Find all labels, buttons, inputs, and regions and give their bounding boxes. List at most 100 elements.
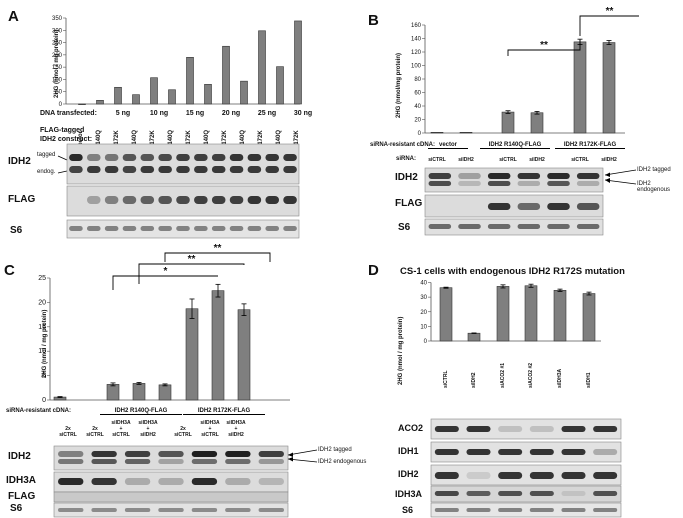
band-1: [91, 451, 117, 457]
band-8: [211, 196, 226, 204]
band-1: [466, 426, 491, 432]
lane-label-2: siIDH3A + siCTRL: [111, 420, 131, 438]
panel-a-blot-idh2: [66, 143, 300, 185]
band-4: [140, 196, 155, 204]
y-tick-label: 60: [414, 91, 421, 97]
band-7: [194, 196, 208, 204]
band2-5: [225, 459, 251, 464]
lane-label-5: siIDH2: [601, 157, 617, 163]
bar-0: [439, 287, 453, 342]
y-tick-label: 15: [38, 324, 46, 331]
lane-label-3: siIDH3A + siIDH2: [138, 420, 158, 438]
panel-d-blot-idh2: [430, 464, 622, 486]
blot-background: [430, 485, 622, 503]
band-11: [265, 226, 280, 231]
panel-c-blot-flag: [53, 491, 289, 503]
panel-c-ylabel: 2HG (nmol / mg protein): [42, 309, 48, 378]
band-1: [466, 472, 491, 479]
panel-b-blot-label-idh2: IDH2: [395, 172, 418, 183]
band-4: [561, 472, 586, 479]
band2-2: [124, 459, 151, 464]
band-6: [176, 226, 190, 231]
band-0: [58, 451, 84, 457]
panel-d-blot-label-idh3a: IDH3A: [395, 489, 423, 499]
panel-c-blot-s6: [53, 502, 289, 518]
band-11: [265, 154, 280, 161]
band-7: [194, 154, 208, 161]
band2-2: [487, 181, 511, 186]
blot-background: [424, 218, 604, 236]
band-1: [466, 491, 491, 496]
band-3: [122, 226, 137, 231]
band-4: [140, 226, 155, 231]
band-1: [86, 154, 101, 161]
y-tick-label: 40: [414, 104, 421, 110]
panel-b-ylabel: 2HG (nmol/mg protein): [396, 53, 402, 118]
band-3: [529, 491, 554, 496]
band2-5: [158, 166, 172, 173]
band2-1: [458, 181, 481, 186]
band-4: [140, 154, 155, 161]
bar-0: [430, 132, 444, 134]
y-tick-label: 120: [411, 50, 422, 56]
band-9: [229, 226, 244, 231]
bar-1: [96, 100, 104, 105]
panel-a-dna-label: DNA transfected:: [40, 110, 97, 117]
bar-1: [106, 384, 120, 401]
band-2: [104, 226, 119, 231]
y-tick-label: 10: [38, 348, 46, 355]
y-tick-label: 100: [411, 64, 422, 70]
group-label-2: IDH2 R172K-FLAG: [555, 142, 625, 149]
panel-b-sirna-label: siRNA:: [396, 156, 417, 162]
bar-2: [114, 86, 122, 105]
band2-4: [547, 181, 570, 186]
lane-label-0: 2x siCTRL: [59, 426, 77, 438]
band-0: [434, 491, 459, 496]
panel-c-blot-label-s6: S6: [10, 503, 23, 514]
panel-c-blot-idh3a: [53, 471, 289, 493]
band-8: [211, 226, 226, 231]
bar-5: [602, 42, 616, 134]
group-label-1: IDH2 R172K-FLAG: [183, 408, 265, 415]
panel-c-label: C: [4, 262, 15, 279]
bar-4: [185, 308, 199, 401]
band-0: [434, 472, 459, 479]
bar-6: [237, 309, 251, 401]
band-5: [225, 478, 251, 485]
band-3: [122, 154, 137, 161]
band-5: [593, 472, 618, 479]
band-4: [561, 449, 586, 455]
band2-3: [158, 459, 184, 464]
panel-a-annot-endog: endog.: [37, 169, 56, 175]
panel-b-annot-tagged: IDH2 tagged: [637, 167, 671, 173]
band-6: [176, 196, 190, 204]
band2-4: [191, 459, 218, 464]
band2-1: [91, 459, 117, 464]
band-3: [529, 426, 554, 432]
blot-background: [424, 194, 604, 218]
band2-0: [58, 459, 84, 464]
lane-label-0: siCTRL: [443, 370, 449, 389]
blot-background: [53, 491, 289, 503]
band2-7: [194, 166, 208, 173]
panel-b-label: B: [368, 12, 379, 29]
band-2: [124, 451, 151, 457]
sig-bracket-3: [164, 252, 271, 262]
panel-d-title: CS-1 cells with endogenous IDH2 R172S mu…: [400, 266, 625, 277]
lane-label-3: siIDH2: [529, 157, 545, 163]
panel-a-blot-label-s6: S6: [10, 225, 23, 236]
lane-label-5: siIDH1: [586, 372, 592, 388]
bar-5: [168, 89, 176, 105]
sig-bracket-1-label: *: [164, 266, 168, 277]
band-1: [91, 508, 117, 512]
y-tick-label: 140: [411, 37, 422, 43]
bar-3: [132, 94, 140, 105]
band-3: [158, 451, 184, 457]
band-0: [428, 224, 452, 229]
band-1: [86, 226, 101, 231]
panel-c-blot-label-idh2: IDH2: [8, 451, 31, 462]
band2-0: [69, 166, 83, 173]
dose-label-1: 10 ng: [149, 110, 169, 117]
band-3: [517, 173, 541, 179]
